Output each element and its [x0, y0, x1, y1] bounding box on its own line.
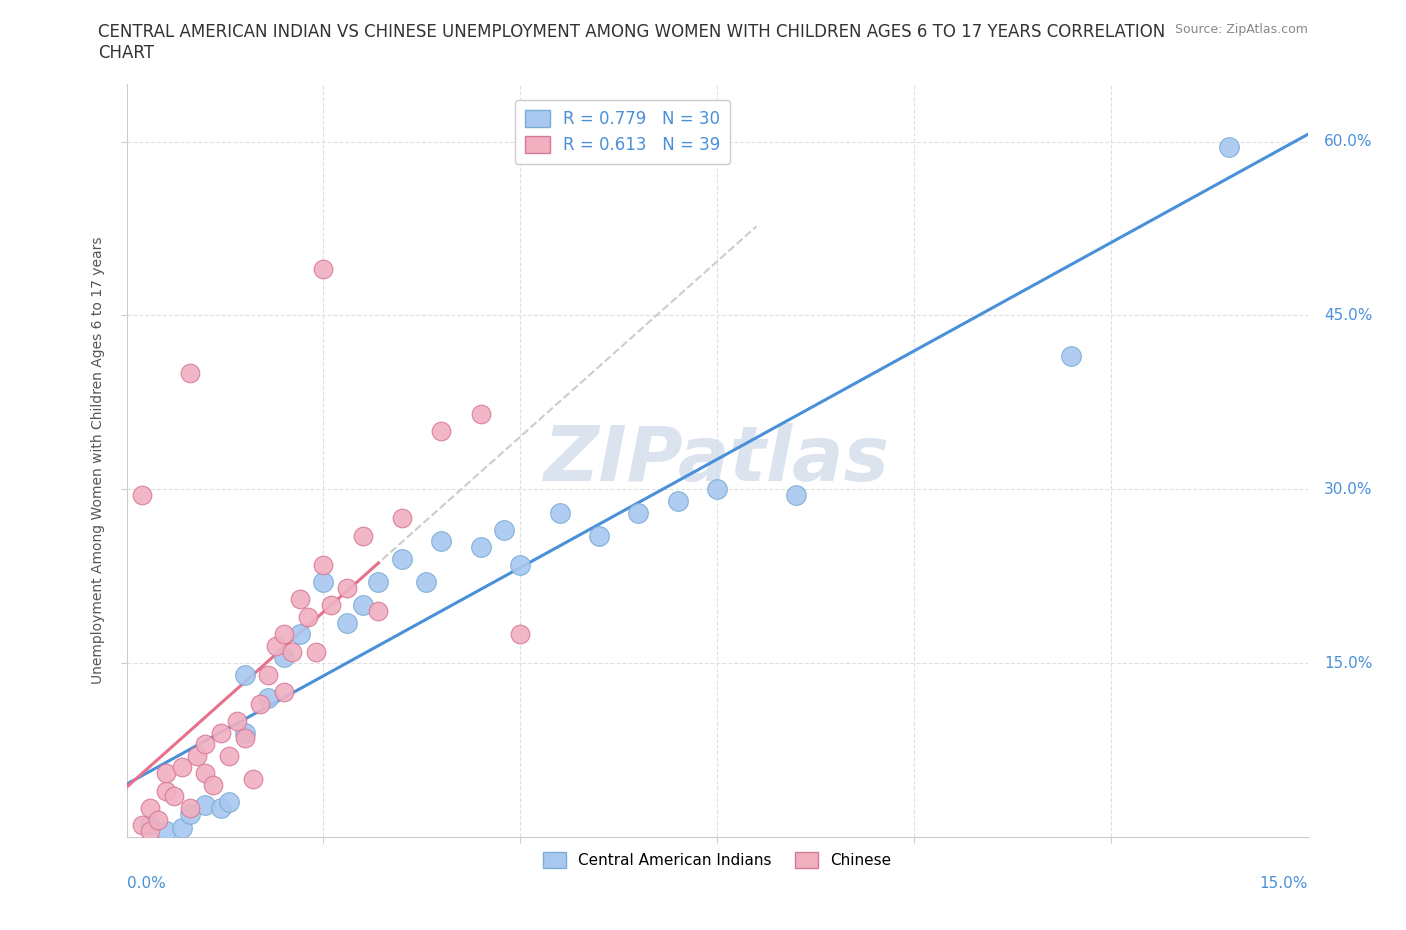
- Point: [209, 801, 232, 816]
- Point: [391, 551, 413, 566]
- Point: [352, 598, 374, 613]
- Point: [367, 575, 389, 590]
- Text: CENTRAL AMERICAN INDIAN VS CHINESE UNEMPLOYMENT AMONG WOMEN WITH CHILDREN AGES 6: CENTRAL AMERICAN INDIAN VS CHINESE UNEMP…: [98, 23, 1166, 41]
- Point: [209, 725, 232, 740]
- Point: [194, 797, 217, 812]
- Point: [288, 592, 311, 607]
- Point: [288, 627, 311, 642]
- Point: [218, 795, 240, 810]
- Text: 30.0%: 30.0%: [1324, 482, 1372, 497]
- Point: [179, 801, 201, 816]
- Point: [627, 505, 650, 520]
- Y-axis label: Unemployment Among Women with Children Ages 6 to 17 years: Unemployment Among Women with Children A…: [91, 236, 105, 684]
- Point: [273, 627, 295, 642]
- Point: [194, 765, 217, 780]
- Point: [225, 713, 247, 728]
- Point: [179, 806, 201, 821]
- Point: [242, 772, 264, 787]
- Text: 45.0%: 45.0%: [1324, 308, 1372, 323]
- Point: [430, 424, 453, 439]
- Point: [218, 749, 240, 764]
- Point: [170, 760, 193, 775]
- Point: [131, 487, 153, 502]
- Point: [312, 261, 335, 276]
- Point: [139, 801, 162, 816]
- Point: [281, 644, 304, 659]
- Point: [785, 487, 807, 502]
- Point: [470, 406, 492, 421]
- Point: [312, 575, 335, 590]
- Point: [257, 668, 280, 683]
- Point: [233, 725, 256, 740]
- Point: [155, 783, 177, 798]
- Point: [304, 644, 326, 659]
- Point: [297, 609, 319, 624]
- Point: [415, 575, 437, 590]
- Point: [139, 824, 162, 839]
- Point: [233, 731, 256, 746]
- Point: [336, 615, 359, 630]
- Point: [249, 697, 271, 711]
- Point: [430, 534, 453, 549]
- Point: [170, 820, 193, 835]
- Point: [179, 366, 201, 381]
- Point: [273, 650, 295, 665]
- Point: [706, 482, 728, 497]
- Text: 60.0%: 60.0%: [1324, 134, 1372, 149]
- Point: [273, 684, 295, 699]
- Point: [666, 494, 689, 509]
- Point: [257, 690, 280, 705]
- Point: [494, 523, 516, 538]
- Text: ZIPatlas: ZIPatlas: [544, 423, 890, 498]
- Point: [194, 737, 217, 751]
- Point: [163, 789, 186, 804]
- Point: [186, 749, 208, 764]
- Legend: Central American Indians, Chinese: Central American Indians, Chinese: [537, 846, 897, 874]
- Text: 15.0%: 15.0%: [1260, 876, 1308, 891]
- Point: [509, 557, 531, 572]
- Text: 15.0%: 15.0%: [1324, 656, 1372, 671]
- Point: [352, 528, 374, 543]
- Point: [139, 818, 162, 833]
- Point: [202, 777, 225, 792]
- Point: [155, 824, 177, 839]
- Text: 0.0%: 0.0%: [127, 876, 166, 891]
- Point: [470, 539, 492, 554]
- Point: [336, 580, 359, 595]
- Text: CHART: CHART: [98, 44, 155, 61]
- Point: [146, 812, 169, 827]
- Point: [312, 557, 335, 572]
- Point: [588, 528, 610, 543]
- Point: [1218, 140, 1240, 155]
- Point: [509, 627, 531, 642]
- Point: [264, 638, 287, 653]
- Point: [391, 511, 413, 525]
- Point: [367, 604, 389, 618]
- Text: Source: ZipAtlas.com: Source: ZipAtlas.com: [1174, 23, 1308, 36]
- Point: [1060, 349, 1083, 364]
- Point: [155, 765, 177, 780]
- Point: [321, 598, 343, 613]
- Point: [548, 505, 571, 520]
- Point: [233, 668, 256, 683]
- Point: [131, 818, 153, 833]
